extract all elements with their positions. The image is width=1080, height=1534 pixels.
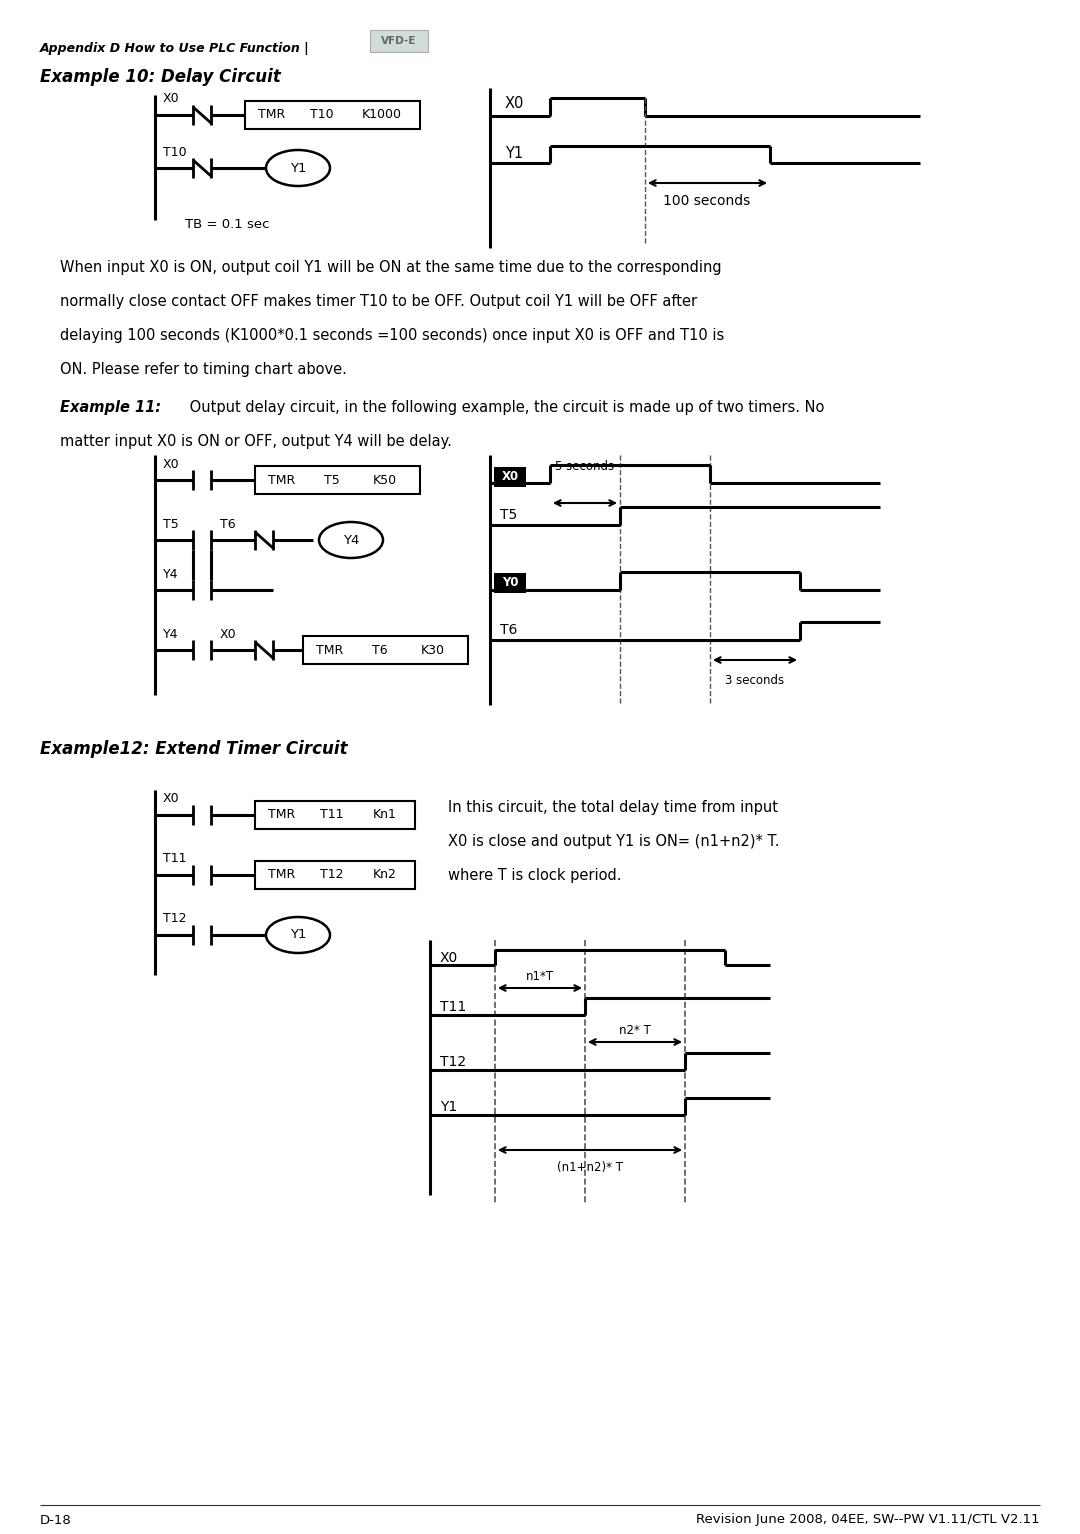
Ellipse shape xyxy=(319,522,383,558)
Text: 3 seconds: 3 seconds xyxy=(725,673,784,687)
Text: X0: X0 xyxy=(163,793,179,805)
Text: Y1: Y1 xyxy=(440,1100,457,1114)
Text: T6: T6 xyxy=(373,643,388,657)
Text: T11: T11 xyxy=(321,808,343,822)
Text: Y0: Y0 xyxy=(502,577,518,589)
Text: TMR: TMR xyxy=(258,109,285,121)
Text: T6: T6 xyxy=(220,517,235,531)
Text: delaying 100 seconds (K1000*0.1 seconds =100 seconds) once input X0 is OFF and T: delaying 100 seconds (K1000*0.1 seconds … xyxy=(60,328,725,344)
Text: TMR: TMR xyxy=(268,868,296,882)
Text: Y4: Y4 xyxy=(342,534,360,546)
Text: normally close contact OFF makes timer T10 to be OFF. Output coil Y1 will be OFF: normally close contact OFF makes timer T… xyxy=(60,295,697,308)
Text: n2* T: n2* T xyxy=(619,1023,651,1037)
Bar xyxy=(255,861,415,890)
Text: K1000: K1000 xyxy=(362,109,402,121)
Text: X0 is close and output Y1 is ON= (n1+n2)* T.: X0 is close and output Y1 is ON= (n1+n2)… xyxy=(448,834,780,848)
Text: When input X0 is ON, output coil Y1 will be ON at the same time due to the corre: When input X0 is ON, output coil Y1 will… xyxy=(60,259,721,275)
Text: 100 seconds: 100 seconds xyxy=(663,193,751,209)
Text: X0: X0 xyxy=(220,627,237,641)
Text: ON. Please refer to timing chart above.: ON. Please refer to timing chart above. xyxy=(60,362,347,377)
Bar xyxy=(245,101,420,129)
Text: T12: T12 xyxy=(321,868,343,882)
Bar xyxy=(370,31,428,52)
Text: matter input X0 is ON or OFF, output Y4 will be delay.: matter input X0 is ON or OFF, output Y4 … xyxy=(60,434,451,449)
Text: TB = 0.1 sec: TB = 0.1 sec xyxy=(185,218,270,232)
Text: In this circuit, the total delay time from input: In this circuit, the total delay time fr… xyxy=(448,801,778,815)
Text: Kn2: Kn2 xyxy=(373,868,397,882)
Text: K50: K50 xyxy=(373,474,397,486)
Bar xyxy=(494,466,526,486)
Text: X0: X0 xyxy=(163,92,179,106)
Text: T11: T11 xyxy=(440,1000,467,1014)
Text: Kn1: Kn1 xyxy=(373,808,397,822)
Text: K30: K30 xyxy=(421,643,445,657)
Text: T6: T6 xyxy=(500,623,517,637)
Bar xyxy=(303,637,468,664)
Text: T5: T5 xyxy=(163,517,179,531)
Text: X0: X0 xyxy=(505,95,525,110)
Text: X0: X0 xyxy=(163,457,179,471)
Text: Output delay circuit, in the following example, the circuit is made up of two ti: Output delay circuit, in the following e… xyxy=(185,400,824,416)
Text: T12: T12 xyxy=(440,1055,467,1069)
Ellipse shape xyxy=(266,917,330,953)
Text: Y1: Y1 xyxy=(505,146,523,161)
Text: Revision June 2008, 04EE, SW--PW V1.11/CTL V2.11: Revision June 2008, 04EE, SW--PW V1.11/C… xyxy=(697,1514,1040,1526)
Text: Y4: Y4 xyxy=(163,627,178,641)
Text: (n1+n2)* T: (n1+n2)* T xyxy=(557,1161,623,1175)
Text: where T is clock period.: where T is clock period. xyxy=(448,868,621,884)
Text: T5: T5 xyxy=(500,508,517,522)
Text: VFD-E: VFD-E xyxy=(381,35,417,46)
Text: D-18: D-18 xyxy=(40,1514,71,1526)
Text: X0: X0 xyxy=(501,471,518,483)
Ellipse shape xyxy=(266,150,330,186)
Text: Y4: Y4 xyxy=(163,568,178,580)
Text: TMR: TMR xyxy=(316,643,343,657)
Bar xyxy=(255,801,415,828)
Text: TMR: TMR xyxy=(268,474,296,486)
Text: Y1: Y1 xyxy=(289,928,307,942)
Text: T12: T12 xyxy=(163,913,187,925)
Bar xyxy=(255,466,420,494)
Text: 5 seconds: 5 seconds xyxy=(555,460,615,472)
Text: Appendix D How to Use PLC Function |: Appendix D How to Use PLC Function | xyxy=(40,41,310,55)
Text: TMR: TMR xyxy=(268,808,296,822)
Text: T11: T11 xyxy=(163,853,187,865)
Text: n1*T: n1*T xyxy=(526,969,554,982)
Text: T10: T10 xyxy=(163,146,187,158)
Text: T5: T5 xyxy=(324,474,340,486)
Text: Example 10: Delay Circuit: Example 10: Delay Circuit xyxy=(40,67,281,86)
Text: Example12: Extend Timer Circuit: Example12: Extend Timer Circuit xyxy=(40,739,348,758)
Text: Example 11:: Example 11: xyxy=(60,400,161,416)
Text: X0: X0 xyxy=(440,951,458,965)
Text: T10: T10 xyxy=(310,109,334,121)
Text: Y1: Y1 xyxy=(289,161,307,175)
Bar xyxy=(494,574,526,594)
